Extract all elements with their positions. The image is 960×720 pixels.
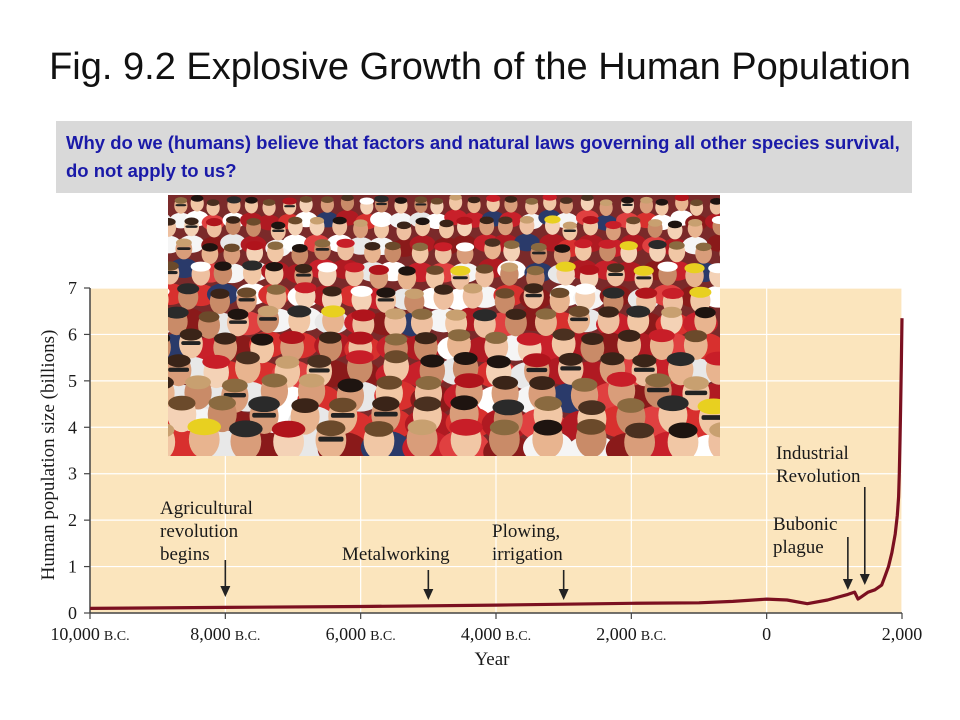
y-tick-label: 1 — [68, 557, 77, 577]
y-tick-label: 4 — [68, 417, 77, 437]
annotation-label: Agricultural revolution begins — [160, 498, 253, 565]
x-tick-label: 4,000 B.C. — [461, 624, 531, 644]
series-line-population — [89, 318, 904, 610]
annotation-label: Industrial Revolution — [776, 443, 861, 487]
axes — [84, 287, 903, 619]
x-tick-label: 10,000 B.C. — [50, 624, 129, 644]
y-tick-labels: 0 1 2 3 4 5 6 7 — [68, 278, 77, 623]
crowd-photo — [168, 195, 720, 456]
annotation-arrowhead — [842, 579, 853, 590]
y-tick-label: 0 — [68, 603, 77, 623]
y-tick-label: 5 — [68, 371, 77, 391]
annotation: Industrial Revolution — [776, 443, 870, 585]
x-tick-label: 2,000 — [882, 624, 923, 644]
annotation-arrowhead — [220, 586, 231, 597]
x-tick-label: 0 — [762, 624, 771, 644]
question-box: Why do we (humans) believe that factors … — [56, 121, 912, 193]
annotation-label: Metalworking — [342, 544, 450, 565]
y-tick-label: 2 — [68, 510, 77, 530]
y-tick-label: 6 — [68, 324, 77, 344]
annotations: Agricultural revolution begins Metalworking… — [160, 443, 870, 600]
slide-title: Fig. 9.2 Explosive Growth of the Human P… — [49, 46, 911, 88]
annotation: Plowing, irrigation — [492, 521, 569, 600]
x-tick-label: 8,000 B.C. — [190, 624, 260, 644]
annotation-arrowhead — [423, 589, 434, 600]
annotation-arrowhead — [558, 589, 569, 600]
y-axis-label: Human population size (billions) — [38, 330, 59, 581]
x-tick-labels: 10,000 B.C. 8,000 B.C. 6,000 B.C. 4,000 B.C. 2,0… — [50, 624, 922, 644]
x-axis-label: Year — [474, 649, 510, 670]
y-tick-label: 3 — [68, 464, 77, 484]
annotation-label: Bubonic plague — [773, 514, 837, 558]
x-tick-label: 6,000 B.C. — [326, 624, 396, 644]
x-tick-label: 2,000 B.C. — [596, 624, 666, 644]
annotation: Agricultural revolution begins — [160, 498, 253, 597]
annotation: Metalworking — [342, 544, 450, 600]
annotation-label: Plowing, irrigation — [492, 521, 563, 565]
y-tick-label: 7 — [68, 278, 77, 298]
annotation-arrowhead — [859, 574, 870, 585]
annotation: Bubonic plague — [773, 514, 853, 590]
